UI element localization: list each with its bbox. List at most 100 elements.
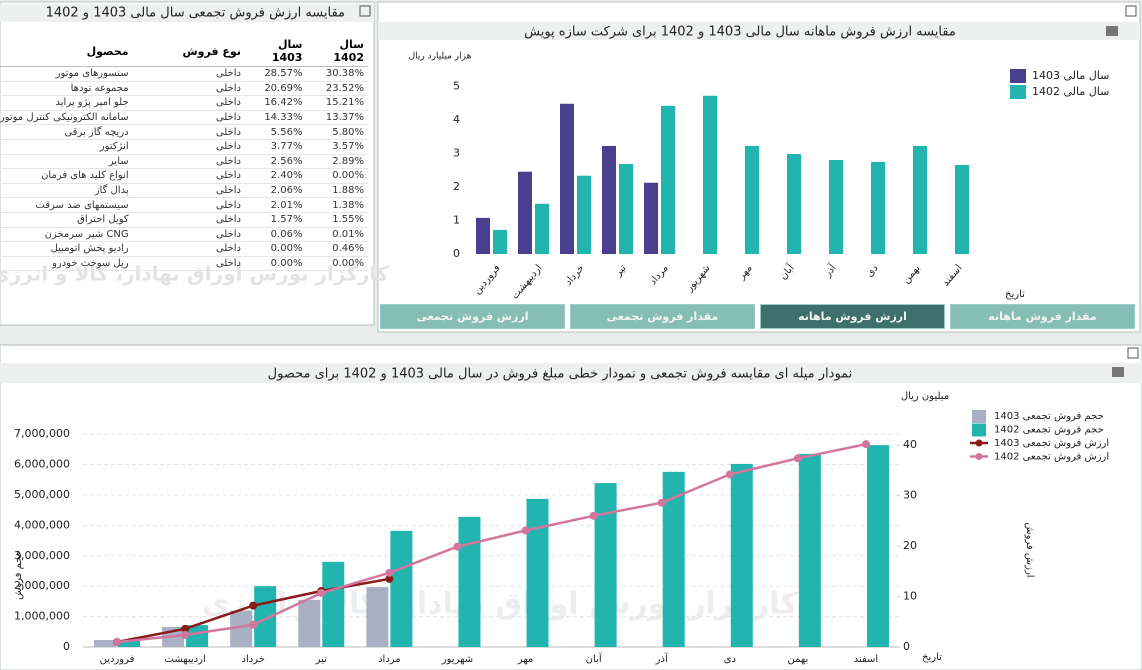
window-icon xyxy=(1125,5,1137,17)
table-cell: 3.77% xyxy=(244,139,307,155)
y2-unit: میلیون ریال xyxy=(901,391,949,402)
table-row: مجموعه تودها داخلی 20.69% 23.52% xyxy=(0,81,368,97)
table-cell: داخلی xyxy=(132,154,245,170)
legend-swatch xyxy=(1010,69,1026,83)
point xyxy=(589,511,598,520)
table-cell: 20.69% xyxy=(244,81,307,97)
legend-swatch xyxy=(1010,85,1026,99)
bar xyxy=(390,530,413,647)
bar xyxy=(661,105,675,255)
point xyxy=(453,542,462,551)
table-cell: دریچه گاز برقی xyxy=(0,124,133,140)
window-icon xyxy=(359,5,371,17)
table-cell: 16.42% xyxy=(244,95,307,111)
print-icon[interactable] xyxy=(1106,26,1118,36)
tab-button[interactable]: ارزش فروش تجمعی xyxy=(380,304,565,329)
point xyxy=(249,601,258,610)
x-tick-label: تیر xyxy=(315,654,328,665)
table-row: سامانه الکترونیکی کنترل موتور داخلی 14.33%… xyxy=(0,110,368,126)
table-cell: سنسورهای موتور xyxy=(0,66,133,82)
y-tick-label: 2 xyxy=(453,180,460,193)
y-tick-label: 1,000,000 xyxy=(14,610,70,623)
x-axis-label: تاریخ xyxy=(922,652,942,663)
table-cell: 5.56% xyxy=(244,124,307,140)
bar xyxy=(526,498,549,647)
table-row: جلو امپر پژو پراید داخلی 16.42% 15.21% xyxy=(0,95,368,111)
bar xyxy=(787,153,801,254)
y-tick-label: 0 xyxy=(63,640,70,653)
y2-tick-label: 40 xyxy=(903,438,917,451)
y-tick-label: 7,000,000 xyxy=(14,427,70,440)
table-row: پدال گاز داخلی 2.06% 1.88% xyxy=(0,183,368,199)
table-cell: داخلی xyxy=(132,168,245,184)
table-cell: 0.00% xyxy=(306,256,368,272)
column-header: سال 1403 xyxy=(244,36,307,67)
table-row: دریچه گاز برقی داخلی 5.56% 5.80% xyxy=(0,124,368,140)
y-tick-label: 5,000,000 xyxy=(14,488,70,501)
table-cell: 28.57% xyxy=(244,66,307,82)
table-cell: 5.80% xyxy=(306,124,368,140)
table-cell: 0.00% xyxy=(306,168,368,184)
table-cell: داخلی xyxy=(132,241,245,257)
table-cell: 1.57% xyxy=(244,212,307,228)
table-body: سنسورهای موتور داخلی 28.57% 30.38% مجموعه تو… xyxy=(0,66,368,272)
bar xyxy=(577,175,591,254)
bar xyxy=(322,561,345,647)
table-row: رادیو پخش اتومبیل داخلی 0.00% 0.46% xyxy=(0,241,368,257)
table-cell: داخلی xyxy=(132,95,245,111)
x-tick-label: اسفند xyxy=(854,654,878,665)
table-cell: سیستمهای ضد سرقت xyxy=(0,197,133,213)
table-cell: ریل سوخت خودرو xyxy=(0,256,133,272)
point xyxy=(793,454,802,463)
bar xyxy=(298,599,321,647)
bar xyxy=(493,229,507,254)
table-cell: داخلی xyxy=(132,256,245,272)
x-tick-label: شهریور xyxy=(441,654,473,665)
table-cell: رادیو پخش اتومبیل xyxy=(0,241,133,257)
bar xyxy=(619,164,633,254)
table-row: انواع کلید های فرمان داخلی 2.40% 0.00% xyxy=(0,168,368,184)
tab-button[interactable]: مقدار فروش ماهانه xyxy=(950,304,1135,329)
x-tick-label: آذر xyxy=(655,652,669,665)
table-cell: 3.57% xyxy=(306,139,368,155)
table-row: ریل سوخت خودرو داخلی 0.00% 0.00% xyxy=(0,256,368,272)
table-cell: سایر xyxy=(0,154,133,170)
print-icon[interactable] xyxy=(1112,367,1124,377)
x-tick-label: مهر xyxy=(517,654,533,665)
tab-button[interactable]: ارزش فروش ماهانه xyxy=(760,304,945,329)
tab-button[interactable]: مقدار فروش تجمعی xyxy=(570,304,755,329)
y-tick-label: 0 xyxy=(453,247,460,260)
point xyxy=(725,470,734,479)
column-header: سال 1402 xyxy=(306,36,368,67)
y-tick-label: 1 xyxy=(453,214,460,227)
bar xyxy=(829,159,843,254)
panel-header xyxy=(378,22,1140,40)
legend-swatch xyxy=(972,423,986,437)
bar xyxy=(594,483,617,647)
bar xyxy=(366,587,389,647)
bar xyxy=(871,162,885,254)
table-cell: 23.52% xyxy=(306,81,368,97)
point xyxy=(521,526,530,535)
table-row: انژکتور داخلی 3.77% 3.57% xyxy=(0,139,368,155)
table-cell: 0.00% xyxy=(244,256,307,272)
table-cell: 1.55% xyxy=(306,212,368,228)
table-cell: 2.01% xyxy=(244,197,307,213)
y-tick-label: 4 xyxy=(453,113,460,126)
bar xyxy=(602,145,616,254)
bar xyxy=(186,625,209,647)
bar xyxy=(476,217,490,254)
table-head: محصول نوع فروش سال 1403 سال 1402 xyxy=(0,36,368,67)
bar xyxy=(798,453,821,647)
table-cell: داخلی xyxy=(132,139,245,155)
y-tick-label: 3 xyxy=(453,147,460,160)
bar xyxy=(535,203,549,254)
point xyxy=(385,568,394,577)
legend-swatch xyxy=(975,439,983,447)
y-tick-label: 4,000,000 xyxy=(14,518,70,531)
point xyxy=(657,498,666,507)
table-cell: سامانه الکترونیکی کنترل موتور xyxy=(0,110,133,126)
chart-title: نمودار میله ای مقایسه فروش تجمعی و نمودا… xyxy=(268,367,853,382)
table-cell: 0.46% xyxy=(306,241,368,257)
